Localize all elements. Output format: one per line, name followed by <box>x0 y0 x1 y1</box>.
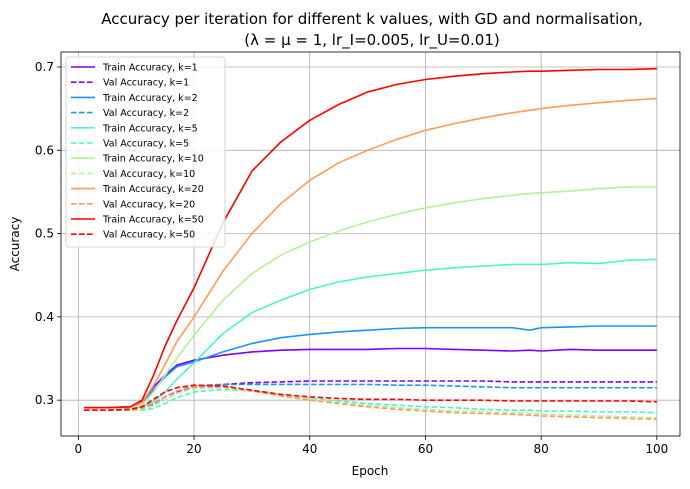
legend-label: Train Accuracy, k=10 <box>102 154 204 165</box>
series-line-train-accuracy-k-1 <box>84 347 657 409</box>
y-tick-label: 0.3 <box>35 393 54 407</box>
legend-label: Train Accuracy, k=2 <box>102 93 198 104</box>
series-line-val-accuracy-k-50 <box>84 384 657 412</box>
y-axis-label: Accuracy <box>8 217 22 272</box>
legend-label: Val Accuracy, k=10 <box>103 169 195 180</box>
x-tick-label: 60 <box>418 442 433 456</box>
series-line-val-accuracy-k-2 <box>84 383 657 412</box>
x-tick-label: 80 <box>534 442 549 456</box>
y-tick-label: 0.5 <box>35 227 54 241</box>
legend-label: Train Accuracy, k=50 <box>102 215 204 226</box>
series-lines <box>84 67 657 421</box>
x-tick-label: 0 <box>75 442 83 456</box>
chart-subtitle: (λ = μ = 1, lr_I=0.005, lr_U=0.01) <box>244 31 500 50</box>
series-line-train-accuracy-k-5 <box>84 258 657 409</box>
legend-label: Val Accuracy, k=1 <box>103 78 189 89</box>
y-tick-label: 0.4 <box>35 310 54 324</box>
series-line-train-accuracy-k-20 <box>84 97 657 409</box>
x-axis-ticks: 0 20 40 60 80 100 <box>75 436 668 456</box>
x-tick-label: 20 <box>186 442 201 456</box>
legend-label: Val Accuracy, k=50 <box>103 230 195 241</box>
series-line-val-accuracy-k-20 <box>84 386 657 421</box>
x-tick-label: 100 <box>645 442 668 456</box>
legend-label: Train Accuracy, k=20 <box>102 184 204 195</box>
legend-label: Train Accuracy, k=5 <box>102 123 198 134</box>
y-tick-label: 0.6 <box>35 143 54 157</box>
series-line-val-accuracy-k-1 <box>84 380 657 412</box>
series-line-train-accuracy-k-50 <box>84 67 657 409</box>
y-tick-label: 0.7 <box>35 60 54 74</box>
legend-label: Val Accuracy, k=2 <box>103 108 189 119</box>
series-line-val-accuracy-k-5 <box>84 388 657 414</box>
y-axis-ticks: 0.3 0.4 0.5 0.6 0.7 <box>35 60 61 407</box>
series-line-val-accuracy-k-10 <box>84 386 657 419</box>
legend-label: Val Accuracy, k=5 <box>103 139 189 150</box>
legend-box <box>65 56 226 248</box>
x-tick-label: 40 <box>302 442 317 456</box>
chart-title: Accuracy per iteration for different k v… <box>101 10 642 28</box>
legend-label: Val Accuracy, k=20 <box>103 199 195 210</box>
series-line-train-accuracy-k-2 <box>84 325 657 409</box>
legend-label: Train Accuracy, k=1 <box>102 63 198 74</box>
x-axis-label: Epoch <box>352 464 389 478</box>
series-line-train-accuracy-k-10 <box>84 186 657 409</box>
legend: Train Accuracy, k=1 Val Accuracy, k=1 Trai… <box>65 56 226 248</box>
plot-frame <box>60 51 681 437</box>
